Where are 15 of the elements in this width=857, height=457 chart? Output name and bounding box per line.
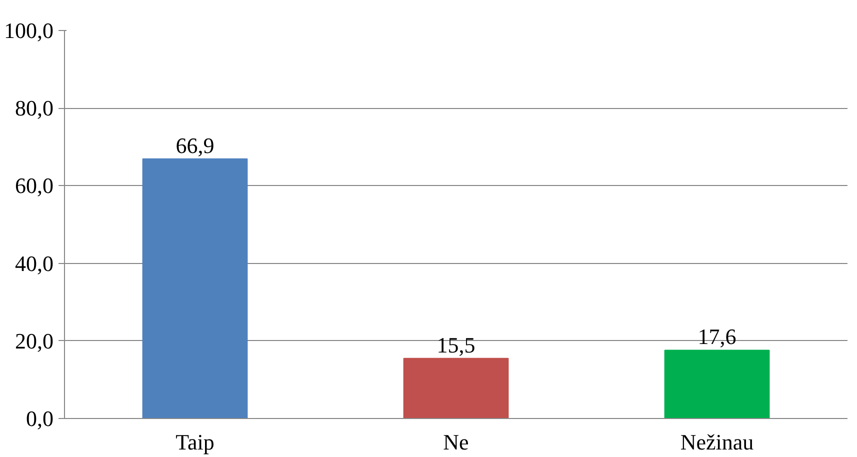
data-label: 15,5 [436,332,476,358]
y-tick-label: 60,0 [15,173,54,198]
data-label: 66,9 [176,132,214,158]
bar [664,350,770,418]
data-label: 17,6 [698,324,736,350]
y-tick-label: 40,0 [15,250,54,276]
x-tick-label: Ne [443,430,469,454]
y-tick-label: 100,0 [4,18,54,43]
y-tick-label: 20,0 [15,328,54,354]
bar [403,358,509,418]
x-tick-label: Taip [176,430,214,454]
y-tick-label: 0,0 [26,406,54,431]
y-tick-label: 80,0 [15,96,54,121]
x-tick-label: Nežinau [680,430,754,454]
bar [142,158,248,418]
